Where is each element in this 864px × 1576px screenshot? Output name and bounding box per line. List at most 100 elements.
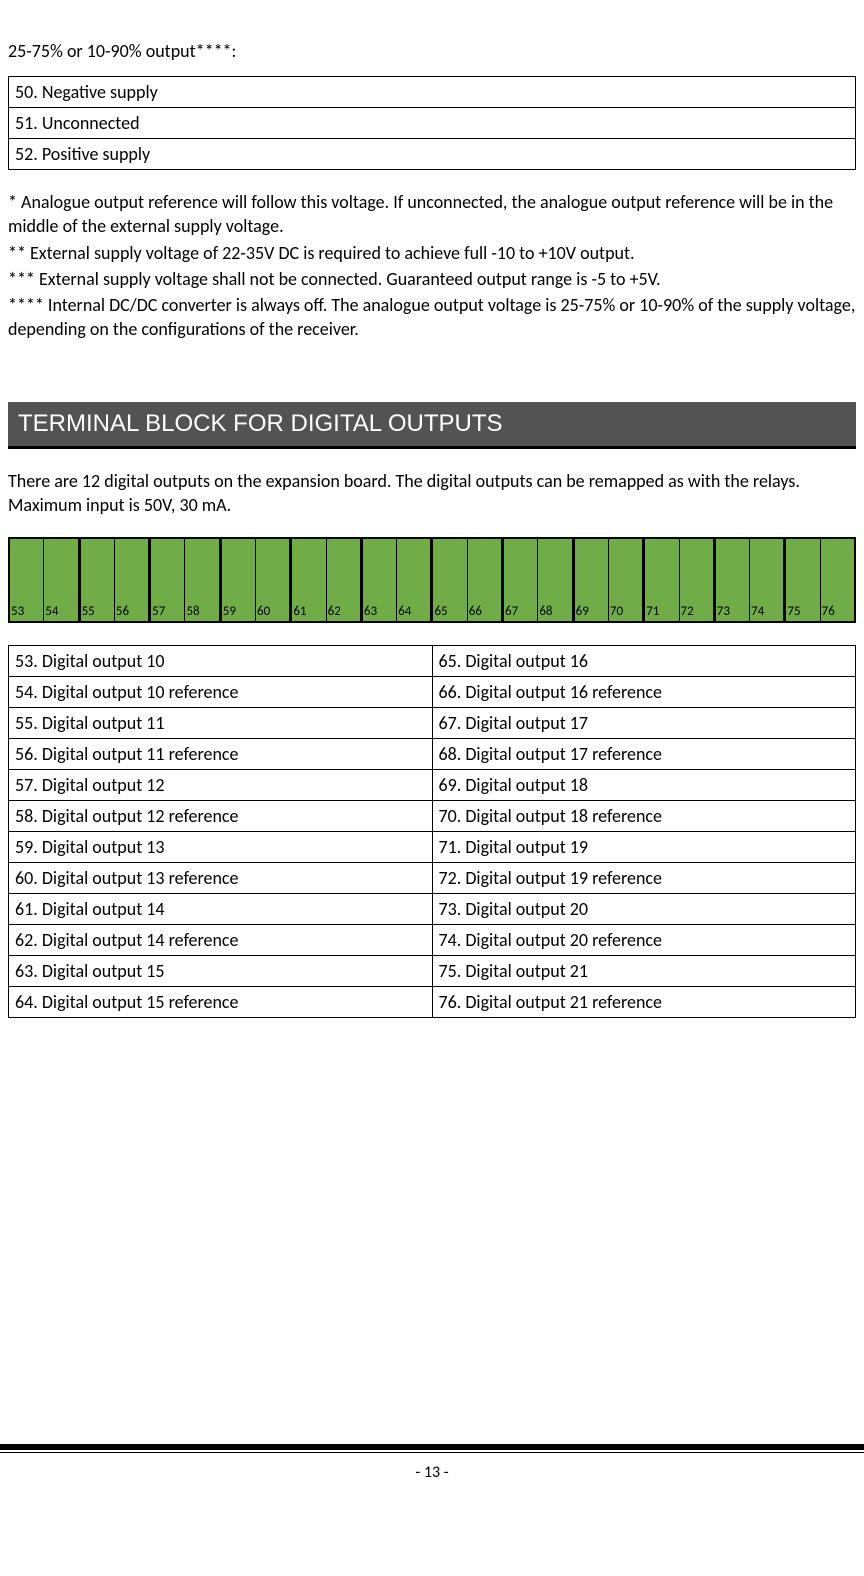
footnote: **** Internal DC/DC converter is always … [8,293,856,342]
digital-output-cell: 55. Digital output 11 [9,708,433,739]
terminal-number: 70 [610,604,623,619]
terminal-cell: 54 [44,539,77,621]
terminal-number: 73 [717,604,730,619]
digital-output-cell: 67. Digital output 17 [432,708,856,739]
terminal-number: 76 [822,604,835,619]
digital-output-cell: 74. Digital output 20 reference [432,925,856,956]
terminal-pair: 71 72 [645,539,716,621]
terminal-pair: 59 60 [222,539,293,621]
digital-output-cell: 71. Digital output 19 [432,832,856,863]
terminal-pair: 73 74 [716,539,787,621]
terminal-cell: 69 [575,539,609,621]
footnote: ** External supply voltage of 22-35V DC … [8,241,856,265]
digital-output-cell: 65. Digital output 16 [432,646,856,677]
terminal-number: 56 [116,604,129,619]
terminal-number: 72 [681,604,694,619]
terminal-pair: 65 66 [433,539,504,621]
terminal-number: 55 [82,604,95,619]
terminal-cell: 74 [750,539,783,621]
terminal-pair: 61 62 [292,539,363,621]
digital-output-cell: 66. Digital output 16 reference [432,677,856,708]
digital-output-table: 53. Digital output 1065. Digital output … [8,645,856,1018]
digital-output-cell: 72. Digital output 19 reference [432,863,856,894]
terminal-strip-diagram: 53 54 55 56 57 58 59 60 61 62 63 64 65 66 67 68 69 70 71 72… [8,537,856,623]
terminal-number: 75 [787,604,800,619]
footer-rule-thick [0,1444,864,1450]
terminal-pair: 63 64 [363,539,434,621]
digital-output-cell: 53. Digital output 10 [9,646,433,677]
terminal-number: 68 [539,604,552,619]
terminal-cell: 73 [716,539,750,621]
terminal-pair: 53 54 [10,539,81,621]
terminal-cell: 57 [151,539,185,621]
terminal-number: 71 [646,604,659,619]
page-number: - 13 - [0,1453,864,1500]
terminal-cell: 58 [185,539,218,621]
digital-output-cell: 57. Digital output 12 [9,770,433,801]
terminal-number: 74 [751,604,764,619]
terminal-cell: 76 [821,539,854,621]
digital-output-cell: 64. Digital output 15 reference [9,987,433,1018]
terminal-number: 58 [186,604,199,619]
supply-row: 51. Unconnected [9,108,856,139]
terminal-number: 59 [223,604,236,619]
terminal-number: 69 [576,604,589,619]
terminal-cell: 56 [115,539,148,621]
supply-row: 52. Positive supply [9,139,856,170]
digital-output-cell: 76. Digital output 21 reference [432,987,856,1018]
terminal-cell: 66 [468,539,501,621]
supply-table: 50. Negative supply51. Unconnected52. Po… [8,76,856,170]
terminal-cell: 62 [327,539,360,621]
footnotes-block: * Analogue output reference will follow … [8,190,856,342]
digital-output-cell: 68. Digital output 17 reference [432,739,856,770]
terminal-cell: 64 [397,539,430,621]
terminal-number: 67 [505,604,518,619]
terminal-cell: 70 [609,539,642,621]
footnote: * Analogue output reference will follow … [8,190,856,239]
digital-output-cell: 69. Digital output 18 [432,770,856,801]
terminal-cell: 60 [256,539,289,621]
terminal-cell: 71 [645,539,679,621]
terminal-number: 66 [469,604,482,619]
terminal-cell: 68 [538,539,571,621]
top-heading: 25-75% or 10-90% output****: [8,40,856,62]
terminal-pair: 57 58 [151,539,222,621]
terminal-number: 62 [328,604,341,619]
terminal-number: 64 [398,604,411,619]
section-intro: There are 12 digital outputs on the expa… [8,469,856,518]
digital-output-cell: 70. Digital output 18 reference [432,801,856,832]
terminal-cell: 59 [222,539,256,621]
terminal-number: 57 [152,604,165,619]
terminal-cell: 67 [504,539,538,621]
digital-output-cell: 75. Digital output 21 [432,956,856,987]
supply-row: 50. Negative supply [9,77,856,108]
terminal-cell: 61 [292,539,326,621]
terminal-number: 65 [434,604,447,619]
digital-output-cell: 59. Digital output 13 [9,832,433,863]
digital-output-cell: 54. Digital output 10 reference [9,677,433,708]
terminal-cell: 75 [786,539,820,621]
digital-output-cell: 60. Digital output 13 reference [9,863,433,894]
digital-output-cell: 73. Digital output 20 [432,894,856,925]
digital-output-cell: 56. Digital output 11 reference [9,739,433,770]
terminal-number: 63 [364,604,377,619]
terminal-number: 54 [45,604,58,619]
page-container: 25-75% or 10-90% output****: 50. Negativ… [0,0,864,1500]
terminal-pair: 69 70 [575,539,646,621]
terminal-pair: 67 68 [504,539,575,621]
terminal-number: 53 [11,604,24,619]
terminal-cell: 55 [81,539,115,621]
terminal-number: 61 [293,604,306,619]
terminal-cell: 53 [10,539,44,621]
terminal-cell: 63 [363,539,397,621]
digital-output-cell: 63. Digital output 15 [9,956,433,987]
page-footer: - 13 - [0,1444,864,1500]
footnote: *** External supply voltage shall not be… [8,267,856,291]
digital-output-cell: 62. Digital output 14 reference [9,925,433,956]
digital-output-cell: 58. Digital output 12 reference [9,801,433,832]
terminal-cell: 65 [433,539,467,621]
terminal-cell: 72 [680,539,713,621]
terminal-pair: 75 76 [786,539,854,621]
terminal-number: 60 [257,604,270,619]
terminal-pair: 55 56 [81,539,152,621]
